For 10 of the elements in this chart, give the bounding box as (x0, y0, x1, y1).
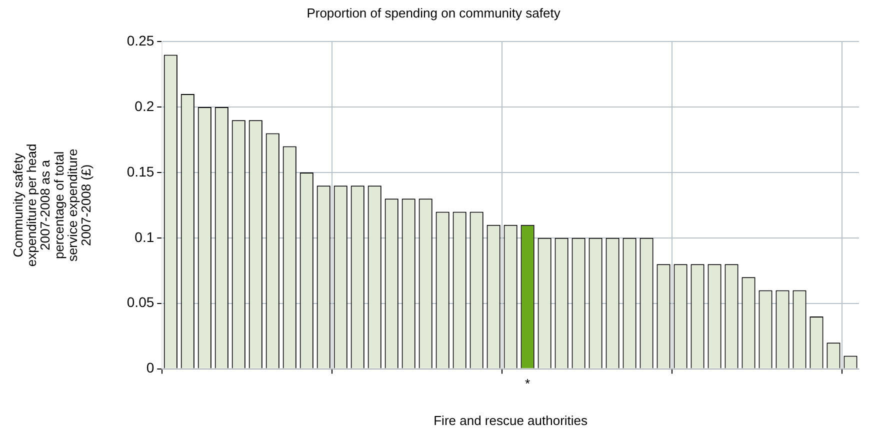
y-tick-label: 0.1 (134, 228, 154, 245)
y-tick-label: 0.25 (126, 32, 154, 48)
y-tick-label: 0.05 (126, 294, 154, 310)
y-tick-label: 0 (146, 360, 154, 376)
y-tick-label: 0.2 (134, 98, 154, 114)
y-axis-title: Community safety expenditure per head 2007-2008 as a percentage of total service expenditure 2007-2008 (£) (10, 144, 94, 267)
y-tick-label: 0.15 (126, 163, 154, 180)
x-axis-title: Fire and rescue authorities (434, 412, 588, 428)
x-tick-label: * (525, 376, 530, 392)
chart-title: Proportion of spending on community safety (306, 5, 561, 20)
